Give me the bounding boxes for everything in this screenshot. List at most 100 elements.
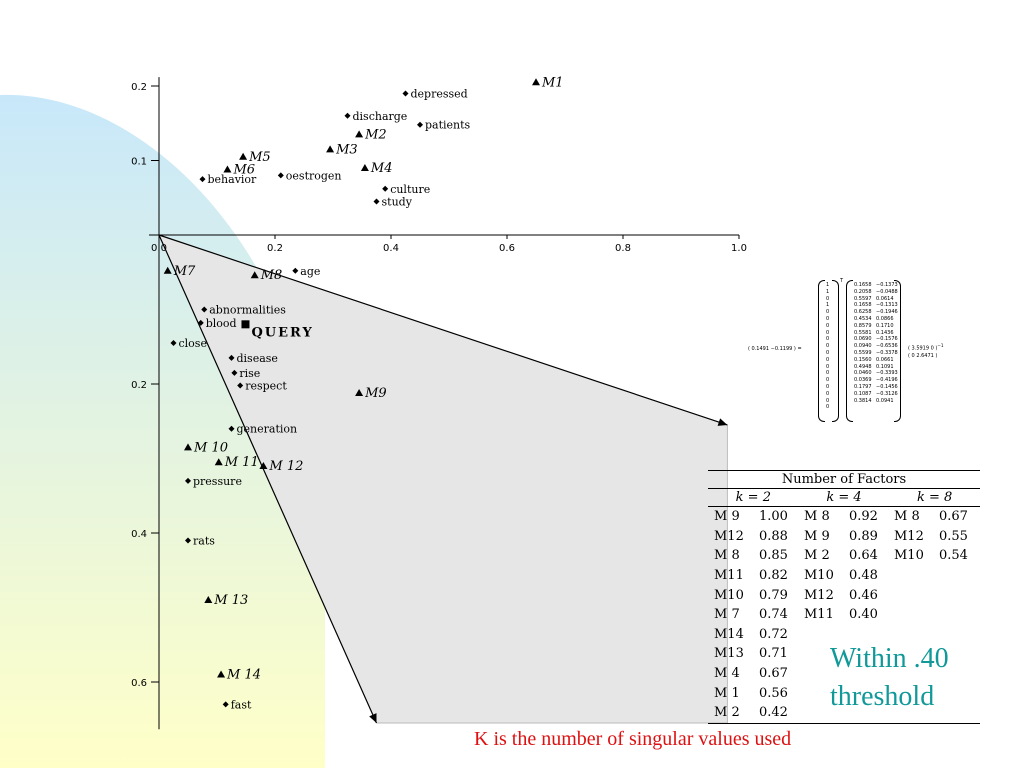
term-marker <box>228 425 235 432</box>
query-vector-entry: 0 <box>826 322 830 329</box>
query-vector-entry: 0 <box>826 404 830 411</box>
u-matrix-entry: −0.1576 <box>876 336 898 343</box>
document-label: M6 <box>232 162 255 177</box>
document-label: M 14 <box>226 668 261 683</box>
document-id-cell: M10 <box>714 587 744 603</box>
document-label: M7 <box>173 264 196 279</box>
document-label: M 13 <box>213 593 248 608</box>
u-matrix-entry: 0.1436 <box>876 329 894 336</box>
query-cone-region <box>159 235 728 723</box>
y-tick-label: 0.2 <box>131 82 147 93</box>
document-label: M2 <box>364 127 387 142</box>
document-id-cell: M11 <box>714 568 744 584</box>
document-marker <box>355 388 364 396</box>
similarity-score-cell: 0.82 <box>759 568 788 584</box>
term-marker <box>237 382 244 389</box>
document-marker <box>214 458 223 466</box>
header-k2: k = 2 <box>735 490 771 505</box>
query-vector-entry: 1 <box>826 282 830 288</box>
term-label: study <box>382 195 413 208</box>
u-matrix-entry: 0.1710 <box>876 322 894 329</box>
query-vector-entry: 0 <box>826 390 830 397</box>
matrix-bracket-left <box>818 280 825 422</box>
u-matrix-entry: 0.2058 <box>854 288 872 295</box>
term-marker <box>292 267 299 274</box>
document-id-cell: M 4 <box>714 666 740 682</box>
similarity-score-cell: 0.54 <box>939 548 968 564</box>
u-matrix-entry: −0.3378 <box>876 349 898 356</box>
term-label: rats <box>193 534 215 547</box>
document-id-cell: M 7 <box>714 607 740 623</box>
similarity-score-cell: 0.88 <box>759 528 788 544</box>
x-tick-label: 0.8 <box>615 243 631 254</box>
u-matrix-entry: −0.3393 <box>876 370 898 377</box>
term-label: depressed <box>411 87 468 100</box>
document-id-cell: M 9 <box>804 528 830 544</box>
term-marker <box>402 90 409 97</box>
u-matrix-entry: −0.1946 <box>876 309 898 316</box>
u-matrix-entry: 0.8579 <box>854 322 872 329</box>
term-label: oestrogen <box>286 169 342 182</box>
term-label: behavior <box>208 173 258 186</box>
similarity-score-cell: 1.00 <box>759 509 788 525</box>
similarity-score-cell: 0.79 <box>759 587 788 603</box>
query-vector-entry: 0 <box>826 363 830 370</box>
similarity-score-cell: 0.40 <box>849 607 878 623</box>
u-matrix-entry: 0.4948 <box>854 363 872 370</box>
query-vector-entry: 0 <box>826 309 830 316</box>
document-marker <box>184 443 192 451</box>
query-label: QUERY <box>251 325 313 340</box>
term-label: generation <box>237 423 298 436</box>
u-matrix-entry: 0.0940 <box>854 343 872 350</box>
document-id-cell: M 9 <box>714 509 740 525</box>
factors-table-row: M12 0.88 M 9 0.89 M12 0.55 <box>708 527 980 547</box>
term-marker <box>197 319 204 326</box>
u-matrix-entry: −0.1373 <box>876 282 898 288</box>
term-label: fast <box>231 698 252 711</box>
y-tick-label: 0.2 <box>131 380 147 391</box>
document-marker <box>355 130 364 138</box>
sigma-row-2: 0 2.6471 <box>911 352 934 359</box>
similarity-score-cell: 0.72 <box>759 626 788 642</box>
document-label: M5 <box>248 150 271 165</box>
factors-table-row: M 8 0.85 M 2 0.64 M10 0.54 <box>708 546 980 566</box>
document-label: M1 <box>541 75 564 90</box>
document-marker <box>217 670 226 678</box>
similarity-score-cell: 0.89 <box>849 528 878 544</box>
term-label: abnormalities <box>209 304 286 317</box>
u-matrix-entry: −0.4196 <box>876 377 898 384</box>
document-label: M 12 <box>268 459 303 474</box>
query-cone <box>158 234 728 724</box>
query-vector-entry: 0 <box>826 349 830 356</box>
document-id-cell: M 2 <box>804 548 830 564</box>
term-marker <box>185 477 191 484</box>
u-matrix-entry: 0.1658 <box>854 302 872 309</box>
cone-vector-arrowhead-1 <box>717 418 728 426</box>
similarity-score-cell: 0.56 <box>759 685 788 701</box>
x-tick-label: 0.4 <box>383 243 399 254</box>
term-marker <box>277 172 284 179</box>
factors-table-title: Number of Factors <box>708 470 980 489</box>
factors-table-row: M 2 0.42 <box>708 703 980 723</box>
x-tick-label: 0.0 <box>151 243 167 254</box>
u-matrix-entry: −0.1313 <box>876 302 898 309</box>
u-matrix-entry: 0.0690 <box>854 336 872 343</box>
x-tick-label: 1.0 <box>731 243 747 254</box>
term-marker <box>170 340 177 347</box>
factors-table: Number of Factors k = 2 k = 4 k = 8 M 9 1… <box>708 470 980 724</box>
similarity-score-cell: 0.71 <box>759 646 788 662</box>
document-label: M4 <box>370 161 393 176</box>
document-id-cell: M12 <box>714 528 744 544</box>
similarity-score-cell: 0.55 <box>939 528 968 544</box>
similarity-score-cell: 0.74 <box>759 607 788 623</box>
slide-caption: K is the number of singular values used <box>474 728 792 750</box>
query-vector-entry: 0 <box>826 295 830 302</box>
document-marker <box>204 596 213 604</box>
document-id-cell: M11 <box>804 607 834 623</box>
u-matrix-entry: 0.0941 <box>876 397 894 404</box>
y-tick-label: 0.6 <box>131 678 147 689</box>
term-label: close <box>179 337 207 350</box>
query-vector-entry: 0 <box>826 370 830 377</box>
